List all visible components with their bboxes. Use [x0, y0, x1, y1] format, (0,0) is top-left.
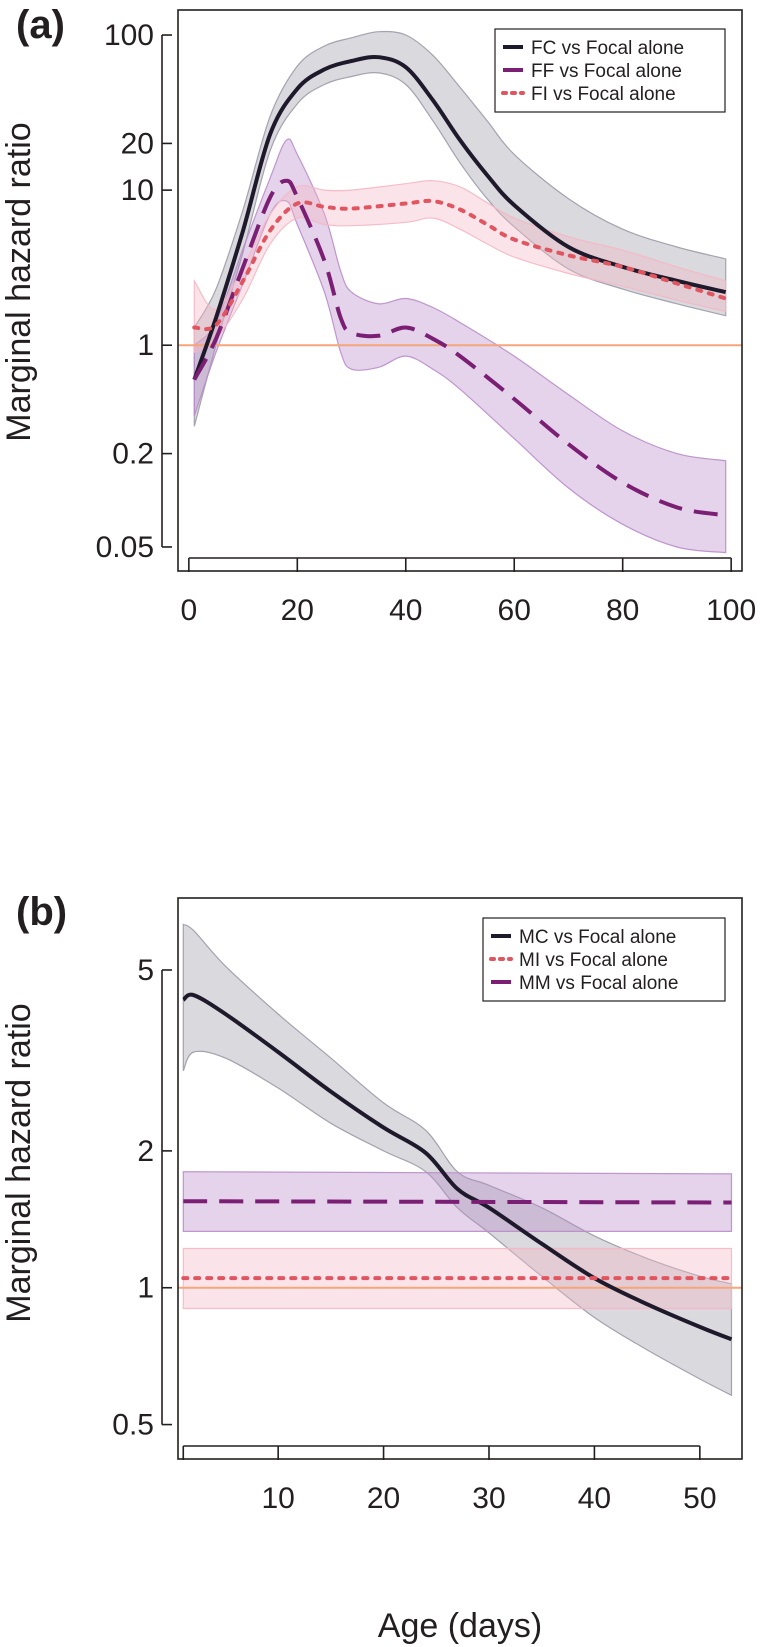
- panel-b-legend-label-0: MC vs Focal alone: [519, 927, 676, 948]
- panel-b-x-tick-label: 50: [683, 1482, 716, 1515]
- panel-b-chart: (b) Marginal hazard ratio 0.5 1 2 5 10 20 30 4…: [0, 890, 743, 1645]
- panel-b-line-2: [183, 1199, 732, 1205]
- panel-a-y-tick-label: 0.05: [96, 531, 154, 564]
- panel-a-chart: (a) Marginal hazard ratio 0.05 0.2 1 10 20 10…: [0, 3, 756, 627]
- panel-b-y-axis: 0.5 1 2 5: [112, 954, 172, 1442]
- panel-a-y-axis: 0.05 0.2 1 10 20 100: [96, 19, 172, 564]
- panel-a-line-0: [192, 54, 727, 381]
- panel-a-plot-frame: [177, 9, 743, 572]
- panel-a-legend-label-0: FC vs Focal alone: [531, 38, 684, 59]
- panel-a-line-2: [192, 198, 728, 332]
- panel-a-y-axis-label: Marginal hazard ratio: [0, 122, 38, 441]
- panel-a-legend-label-1: FF vs Focal alone: [531, 61, 682, 82]
- panel-b-y-tick-label: 1: [137, 1272, 154, 1305]
- panel-a-x-tick-label: 40: [389, 594, 422, 627]
- panel-a-legend-box: [494, 28, 726, 113]
- panel-b-y-axis-label: Marginal hazard ratio: [0, 1003, 38, 1322]
- panel-b-line-0: [182, 992, 733, 1342]
- panel-b-x-axis-label: Age (days): [378, 1607, 542, 1645]
- panel-a-x-tick-label: 80: [606, 594, 639, 627]
- panel-b-y-tick-label: 5: [137, 954, 154, 987]
- panel-a-band-2: [193, 180, 727, 354]
- panel-b-x-tick-label: 20: [367, 1482, 400, 1515]
- panel-a-series-lines: [192, 54, 728, 518]
- panel-a-y-tick-label: 20: [121, 127, 154, 160]
- panel-b-y-tick-label: 2: [137, 1135, 154, 1168]
- panel-a-y-tick-label: 10: [121, 174, 154, 207]
- panel-b-y-tick-label: 0.5: [112, 1409, 154, 1442]
- panel-a-x-tick-label: 60: [498, 594, 531, 627]
- panel-b-series-lines: [181, 992, 734, 1342]
- panel-a-y-tick-label: 0.2: [112, 438, 154, 471]
- panel-b-legend-box: [482, 917, 726, 1002]
- panel-b-label: (b): [16, 890, 67, 934]
- panel-b-legend-label-2: MM vs Focal alone: [519, 973, 678, 994]
- panel-a-band-0: [193, 30, 727, 427]
- panel-b-x-axis: 10 20 30 40 50: [182, 1445, 717, 1515]
- panel-a-y-tick-label: 1: [137, 329, 154, 362]
- panel-a-x-axis: 0 20 40 60 80 100: [181, 557, 756, 627]
- panel-a-x-tick-label: 20: [281, 594, 314, 627]
- panel-a-line-1: [192, 178, 727, 518]
- panel-a-x-tick-label: 0: [181, 594, 198, 627]
- panel-a-label: (a): [16, 3, 65, 47]
- panel-b-x-tick-label: 30: [472, 1482, 505, 1515]
- panel-b-plot-frame: [177, 897, 743, 1460]
- panel-b-x-tick-label: 10: [261, 1482, 294, 1515]
- panel-b-legend-label-1: MI vs Focal alone: [519, 950, 668, 971]
- panel-a-y-tick-label: 100: [104, 19, 154, 52]
- panel-a-x-tick-label: 100: [706, 594, 756, 627]
- panel-a-legend-label-2: FI vs Focal alone: [531, 84, 676, 105]
- panel-b-x-tick-label: 40: [578, 1482, 611, 1515]
